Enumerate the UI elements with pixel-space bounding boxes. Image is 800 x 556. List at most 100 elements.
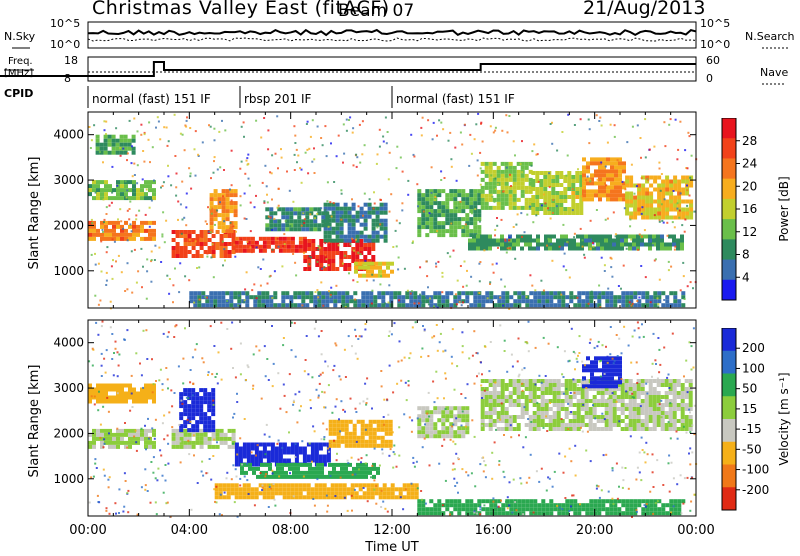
heatmap-cell bbox=[531, 187, 535, 191]
speckle-point bbox=[634, 193, 636, 195]
speckle-point bbox=[580, 228, 582, 230]
heatmap-cell bbox=[275, 455, 279, 459]
speckle-point bbox=[105, 121, 107, 123]
heatmap-cell bbox=[509, 162, 513, 166]
heatmap-cell bbox=[601, 391, 605, 395]
heatmap-cell bbox=[288, 467, 292, 471]
heatmap-cell bbox=[230, 205, 234, 209]
heatmap-cell bbox=[280, 475, 284, 479]
speckle-point bbox=[680, 192, 682, 194]
heatmap-cell bbox=[216, 445, 220, 449]
speckle-point bbox=[392, 246, 394, 248]
speckle-point bbox=[490, 125, 492, 127]
speckle-point bbox=[224, 129, 226, 131]
heatmap-cell bbox=[345, 440, 349, 444]
heatmap-cell bbox=[365, 303, 369, 307]
speckle-point bbox=[178, 365, 180, 367]
speckle-point bbox=[179, 262, 181, 264]
heatmap-cell bbox=[293, 303, 297, 307]
heatmap-cell bbox=[251, 447, 255, 451]
heatmap-cell bbox=[685, 423, 689, 427]
heatmap-cell bbox=[614, 380, 618, 384]
heatmap-cell bbox=[461, 430, 465, 434]
heatmap-cell bbox=[590, 364, 594, 368]
heatmap-cell bbox=[669, 415, 673, 419]
heatmap-cell bbox=[124, 221, 128, 225]
speckle-point bbox=[269, 436, 271, 438]
heatmap-cell bbox=[344, 239, 348, 243]
heatmap-cell bbox=[549, 419, 553, 423]
speckle-point bbox=[664, 145, 666, 147]
speckle-point bbox=[295, 443, 297, 445]
heatmap-cell bbox=[281, 291, 285, 295]
heatmap-cell bbox=[305, 227, 309, 231]
heatmap-cell bbox=[281, 299, 285, 303]
heatmap-cell bbox=[559, 191, 563, 195]
heatmap-cell bbox=[509, 166, 513, 170]
heatmap-cell bbox=[269, 223, 273, 227]
heatmap-cell bbox=[207, 424, 211, 428]
heatmap-cell bbox=[493, 190, 497, 194]
heatmap-cell bbox=[140, 392, 144, 396]
heatmap-cell bbox=[640, 239, 644, 243]
speckle-point bbox=[93, 124, 95, 126]
heatmap-cell bbox=[315, 455, 319, 459]
heatmap-cell bbox=[88, 192, 92, 196]
heatmap-cell bbox=[329, 428, 333, 432]
heatmap-cell bbox=[263, 241, 267, 245]
heatmap-cell bbox=[356, 211, 360, 215]
speckle-point bbox=[509, 174, 511, 176]
speckle-point bbox=[199, 237, 201, 239]
heatmap-cell bbox=[315, 487, 319, 491]
heatmap-cell bbox=[437, 434, 441, 438]
heatmap-cell bbox=[304, 471, 308, 475]
heatmap-cell bbox=[513, 391, 517, 395]
speckle-point bbox=[611, 276, 613, 278]
speckle-point bbox=[221, 120, 223, 122]
heatmap-cell bbox=[239, 447, 243, 451]
heatmap-cell bbox=[176, 441, 180, 445]
heatmap-cell bbox=[214, 217, 218, 221]
heatmap-cell bbox=[569, 379, 573, 383]
speckle-point bbox=[226, 300, 228, 302]
speckle-point bbox=[494, 234, 496, 236]
heatmap-cell bbox=[120, 396, 124, 400]
heatmap-cell bbox=[469, 507, 473, 511]
heatmap-cell bbox=[465, 511, 469, 515]
heatmap-cell bbox=[429, 197, 433, 201]
speckle-point bbox=[401, 202, 403, 204]
heatmap-cell bbox=[593, 395, 597, 399]
speckle-point bbox=[452, 469, 454, 471]
speckle-point bbox=[104, 129, 106, 131]
speckle-point bbox=[676, 208, 678, 210]
heatmap-cell bbox=[614, 173, 618, 177]
heatmap-cell bbox=[360, 475, 364, 479]
speckle-point bbox=[673, 477, 675, 479]
speckle-point bbox=[526, 214, 528, 216]
heatmap-cell bbox=[319, 255, 323, 259]
heatmap-cell bbox=[512, 243, 516, 247]
heatmap-cell bbox=[371, 495, 375, 499]
speckle-point bbox=[182, 219, 184, 221]
speckle-point bbox=[587, 176, 589, 178]
heatmap-cell bbox=[352, 207, 356, 211]
heatmap-cell bbox=[140, 237, 144, 241]
heatmap-cell bbox=[268, 463, 272, 467]
heatmap-cell bbox=[673, 507, 677, 511]
heatmap-cell bbox=[505, 411, 509, 415]
heatmap-cell bbox=[605, 411, 609, 415]
speckle-point bbox=[507, 131, 509, 133]
speckle-point bbox=[149, 226, 151, 228]
heatmap-cell bbox=[247, 487, 251, 491]
heatmap-cell bbox=[575, 187, 579, 191]
speckle-point bbox=[206, 223, 208, 225]
heatmap-cell bbox=[299, 249, 303, 253]
heatmap-cell bbox=[205, 299, 209, 303]
speckle-point bbox=[381, 448, 383, 450]
heatmap-cell bbox=[359, 243, 363, 247]
heatmap-cell bbox=[645, 188, 649, 192]
speckle-point bbox=[205, 220, 207, 222]
heatmap-cell bbox=[344, 207, 348, 211]
heatmap-cell bbox=[285, 215, 289, 219]
speckle-point bbox=[219, 201, 221, 203]
